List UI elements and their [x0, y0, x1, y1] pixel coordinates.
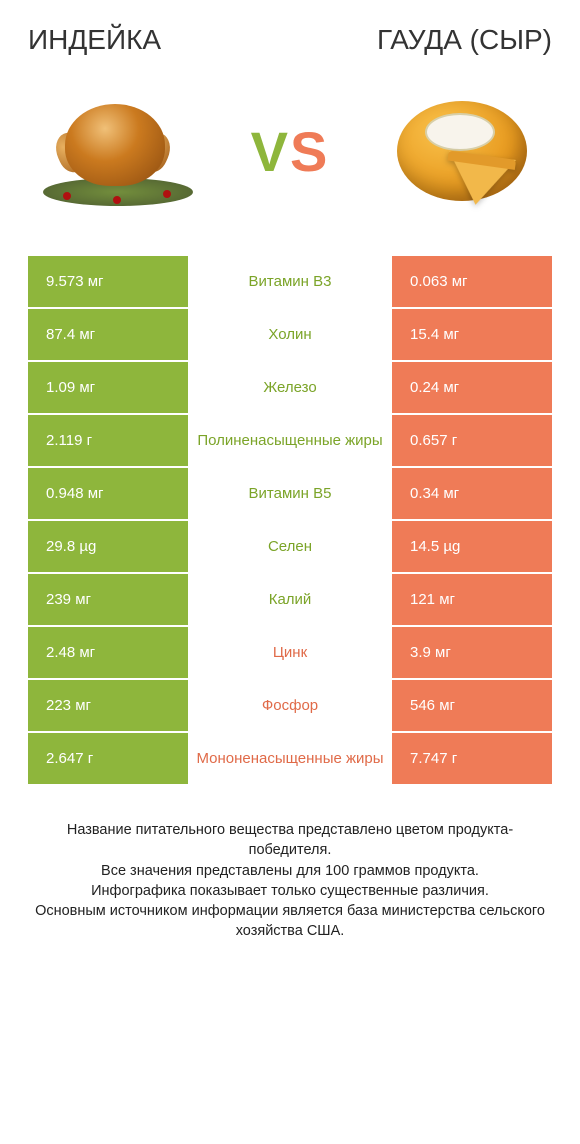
table-row: 1.09 мгЖелезо0.24 мг — [28, 362, 552, 413]
cell-left: 29.8 µg — [28, 521, 188, 572]
cell-mid: Цинк — [188, 627, 392, 678]
cell-left: 2.48 мг — [28, 627, 188, 678]
cell-right: 121 мг — [392, 574, 552, 625]
title-left: ИНДЕЙКА — [28, 24, 161, 56]
nutrient-table: 9.573 мгВитамин B30.063 мг87.4 мгХолин15… — [28, 256, 552, 784]
image-row: VS — [28, 86, 552, 216]
cell-left: 2.647 г — [28, 733, 188, 784]
table-row: 0.948 мгВитамин B50.34 мг — [28, 468, 552, 519]
cell-mid: Полиненасыщенные жиры — [188, 415, 392, 466]
cell-left: 223 мг — [28, 680, 188, 731]
turkey-image — [38, 86, 198, 216]
vs-v: V — [251, 120, 290, 183]
table-row: 9.573 мгВитамин B30.063 мг — [28, 256, 552, 307]
cell-right: 14.5 µg — [392, 521, 552, 572]
table-row: 2.647 гМононенасыщенные жиры7.747 г — [28, 733, 552, 784]
cell-mid: Селен — [188, 521, 392, 572]
cell-right: 0.34 мг — [392, 468, 552, 519]
cell-left: 1.09 мг — [28, 362, 188, 413]
title-row: ИНДЕЙКА ГАУДА (СЫР) — [28, 24, 552, 56]
cell-left: 87.4 мг — [28, 309, 188, 360]
infographic-container: ИНДЕЙКА ГАУДА (СЫР) VS 9.573 мгВитамин B… — [0, 0, 580, 966]
cell-right: 0.24 мг — [392, 362, 552, 413]
cell-right: 7.747 г — [392, 733, 552, 784]
cell-left: 0.948 мг — [28, 468, 188, 519]
table-row: 223 мгФосфор546 мг — [28, 680, 552, 731]
title-right: ГАУДА (СЫР) — [377, 24, 552, 56]
cell-right: 0.657 г — [392, 415, 552, 466]
cell-mid: Холин — [188, 309, 392, 360]
table-row: 29.8 µgСелен14.5 µg — [28, 521, 552, 572]
cell-mid: Витамин B3 — [188, 256, 392, 307]
cell-mid: Железо — [188, 362, 392, 413]
cheese-image — [382, 86, 542, 216]
cell-left: 239 мг — [28, 574, 188, 625]
cell-mid: Мононенасыщенные жиры — [188, 733, 392, 784]
vs-s: S — [290, 120, 329, 183]
cell-right: 546 мг — [392, 680, 552, 731]
table-row: 2.48 мгЦинк3.9 мг — [28, 627, 552, 678]
cell-mid: Фосфор — [188, 680, 392, 731]
cell-left: 2.119 г — [28, 415, 188, 466]
vs-label: VS — [251, 119, 330, 184]
footnote-text: Название питательного вещества представл… — [28, 820, 552, 942]
cell-right: 3.9 мг — [392, 627, 552, 678]
cell-right: 0.063 мг — [392, 256, 552, 307]
cell-mid: Витамин B5 — [188, 468, 392, 519]
cell-left: 9.573 мг — [28, 256, 188, 307]
cell-mid: Калий — [188, 574, 392, 625]
table-row: 239 мгКалий121 мг — [28, 574, 552, 625]
table-row: 87.4 мгХолин15.4 мг — [28, 309, 552, 360]
cell-right: 15.4 мг — [392, 309, 552, 360]
table-row: 2.119 гПолиненасыщенные жиры0.657 г — [28, 415, 552, 466]
